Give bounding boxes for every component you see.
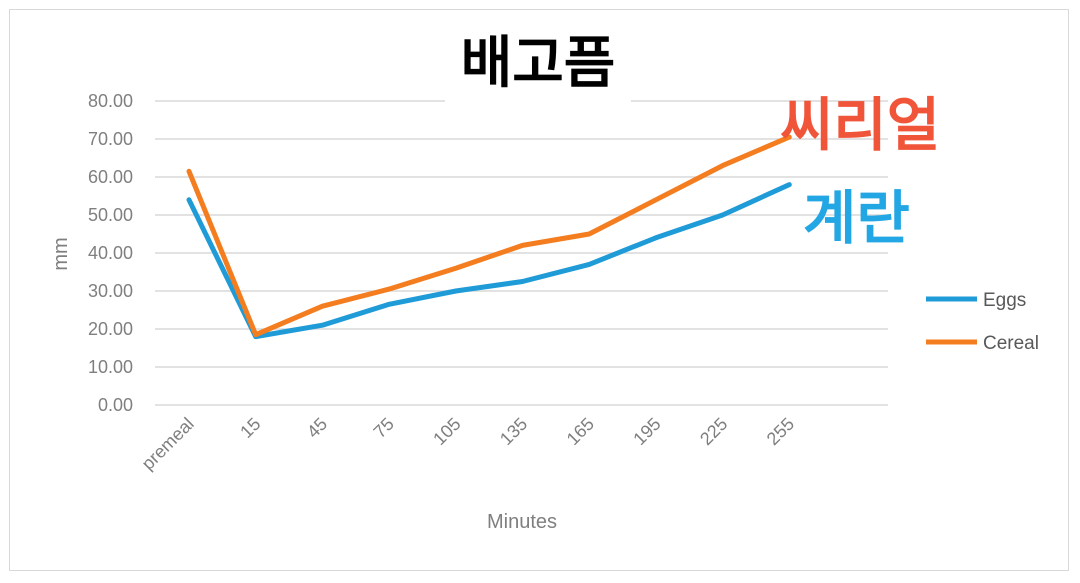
x-tick-label: premeal — [138, 414, 198, 474]
legend: Eggs Cereal — [926, 290, 1039, 354]
chart-frame — [9, 9, 1069, 571]
legend-label-cereal: Cereal — [983, 333, 1039, 354]
x-tick-label: 15 — [236, 414, 264, 442]
series-line-cereal — [186, 134, 792, 338]
x-tick-labels: premeal 15 45 75 105 135 165 195 225 255 — [138, 414, 798, 474]
chart-title: 배고픔 — [461, 31, 616, 96]
annotation-cereal: 씨리얼 — [780, 91, 940, 159]
x-tick-label: 255 — [763, 414, 798, 449]
series-lines — [186, 134, 792, 340]
x-tick-label: 225 — [696, 414, 731, 449]
x-axis-title: Minutes — [487, 511, 557, 533]
y-axis-title: mm — [50, 237, 72, 270]
y-tick-label: 80.00 — [88, 91, 133, 111]
x-tick-label: 105 — [429, 414, 464, 449]
legend-label-eggs: Eggs — [983, 290, 1026, 311]
annotation-eggs: 계란 — [803, 184, 910, 252]
series-line-eggs — [186, 182, 792, 340]
x-tick-label: 135 — [496, 414, 531, 449]
y-tick-labels: 0.00 10.00 20.00 30.00 40.00 50.00 60.00 70.00 8… — [88, 91, 133, 415]
y-tick-label: 40.00 — [88, 243, 133, 263]
y-tick-label: 60.00 — [88, 167, 133, 187]
y-tick-label: 0.00 — [98, 395, 133, 415]
x-tick-label: 75 — [370, 414, 398, 442]
y-tick-label: 50.00 — [88, 205, 133, 225]
y-tick-label: 10.00 — [88, 357, 133, 377]
y-tick-label: 20.00 — [88, 319, 133, 339]
y-tick-label: 30.00 — [88, 281, 133, 301]
x-tick-label: 195 — [629, 414, 664, 449]
gridlines — [155, 100, 888, 406]
y-tick-label: 70.00 — [88, 129, 133, 149]
x-tick-label: 165 — [563, 414, 598, 449]
title-background — [445, 24, 631, 102]
x-tick-label: 45 — [303, 414, 331, 442]
